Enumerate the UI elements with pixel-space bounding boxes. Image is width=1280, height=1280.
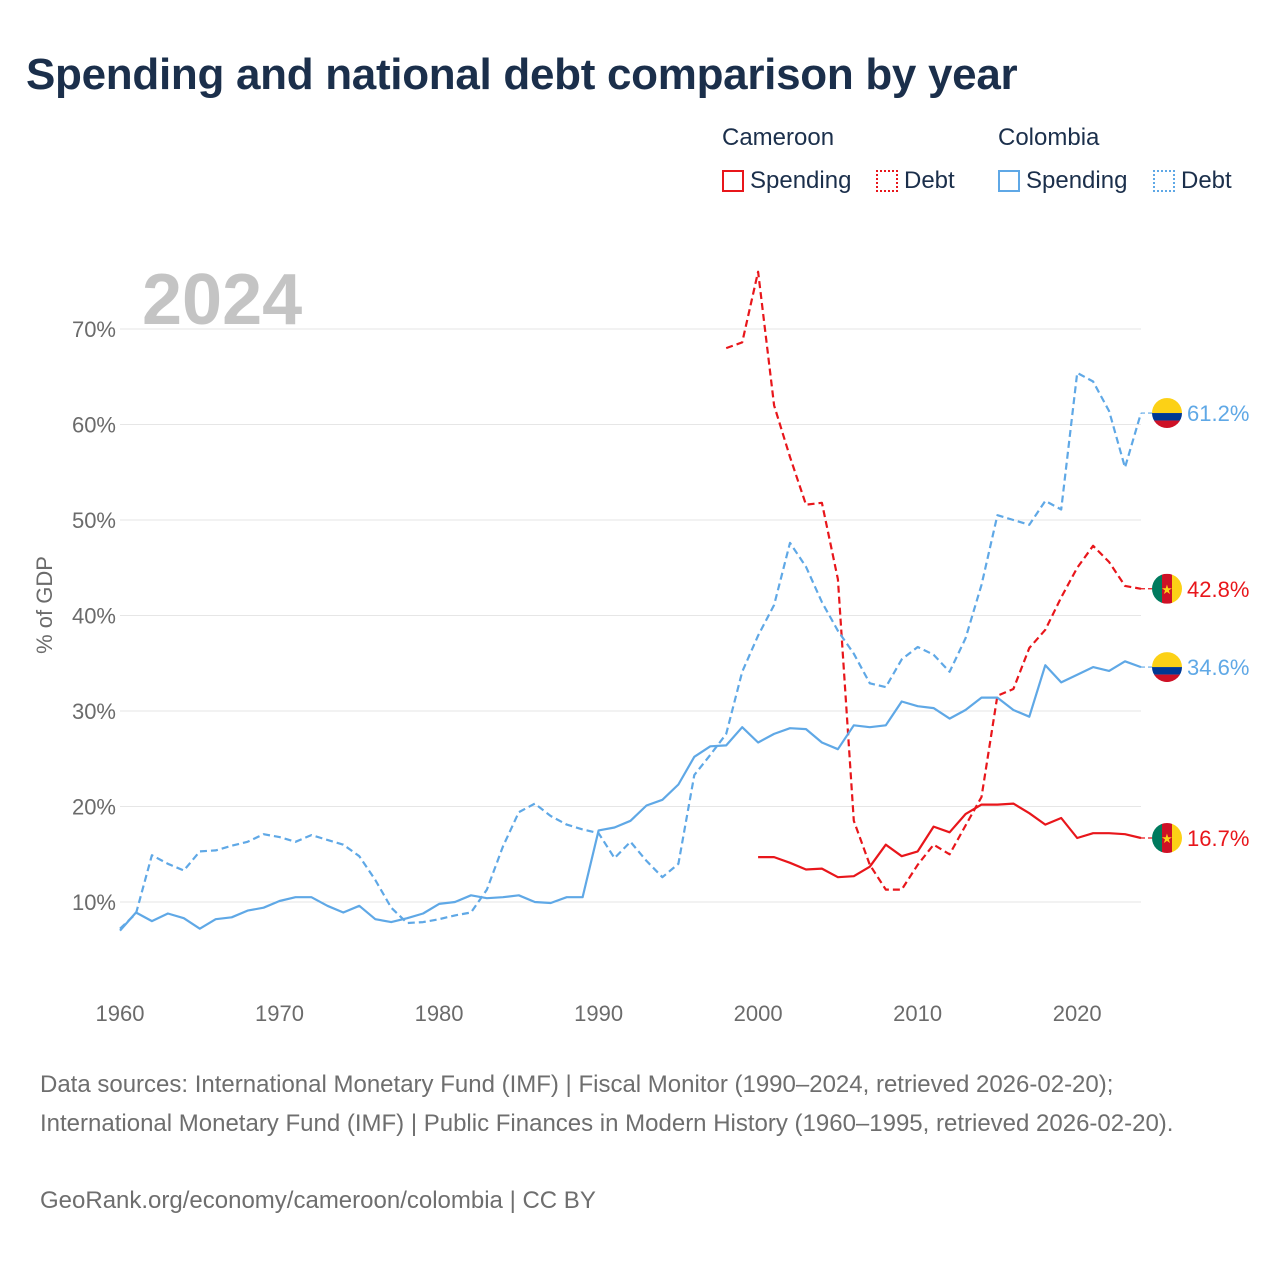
chart-title: Spending and national debt comparison by…: [26, 50, 1018, 99]
svg-text:★: ★: [1161, 582, 1173, 597]
y-tick-label: 40%: [72, 604, 116, 629]
legend-country-cameroon: Cameroon: [722, 124, 835, 151]
x-tick-label: 1980: [415, 1001, 464, 1026]
colombia-flag-icon: [1152, 652, 1182, 683]
end-value-label: 61.2%: [1187, 401, 1249, 426]
x-tick-label: 2000: [734, 1001, 783, 1026]
y-tick-label: 30%: [72, 699, 116, 724]
legend-label: Spending: [750, 167, 852, 194]
y-tick-label: 10%: [72, 890, 116, 915]
legend-swatch-solid-icon: [722, 170, 744, 192]
x-tick-label: 1970: [255, 1001, 304, 1026]
end-value-label: 16.7%: [1187, 826, 1249, 851]
legend-country-colombia: Colombia: [998, 124, 1100, 151]
series-line-cameroon-spending: [758, 802, 1142, 879]
x-tick-label: 1960: [96, 1001, 145, 1026]
legend-item-colombia-debt[interactable]: Debt: [1153, 166, 1232, 196]
legend-label: Debt: [904, 167, 955, 194]
end-value-label: 34.6%: [1187, 655, 1249, 680]
y-axis-label: % of GDP: [32, 556, 57, 654]
y-tick-label: 20%: [72, 795, 116, 820]
cameroon-flag-icon: ★: [1152, 823, 1182, 854]
y-tick-label: 70%: [72, 317, 116, 342]
legend-swatch-dotted-icon: [876, 170, 898, 192]
series-line-cameroon-debt: [725, 270, 1142, 891]
legend-swatch-solid-icon: [998, 170, 1020, 192]
data-sources-note: Data sources: International Monetary Fun…: [40, 1071, 1174, 1137]
legend-label: Spending: [1026, 167, 1128, 194]
credit-link[interactable]: GeoRank.org/economy/cameroon/colombia | …: [40, 1187, 596, 1214]
legend-item-cameroon-debt[interactable]: Debt: [876, 166, 955, 196]
cameroon-flag-icon: ★: [1152, 573, 1182, 604]
svg-text:★: ★: [1161, 831, 1173, 846]
line-chart: 10% 20% 30% 40% 50% 60% 70% 1960 1970 1980 1990 200…: [32, 260, 1249, 1026]
series-line-colombia-debt: [119, 371, 1143, 930]
y-tick-label: 60%: [72, 413, 116, 438]
year-watermark: 2024: [142, 260, 302, 340]
x-tick-label: 2010: [893, 1001, 942, 1026]
legend-item-cameroon-spending[interactable]: Spending: [722, 166, 851, 196]
x-tick-label: 1990: [574, 1001, 623, 1026]
colombia-flag-icon: [1152, 398, 1182, 429]
legend-label: Debt: [1181, 167, 1232, 194]
y-tick-label: 50%: [72, 508, 116, 533]
x-tick-label: 2020: [1053, 1001, 1102, 1026]
legend-swatch-dotted-icon: [1153, 170, 1175, 192]
series-line-colombia-spending: [119, 660, 1142, 932]
end-value-label: 42.8%: [1187, 577, 1249, 602]
legend-item-colombia-spending[interactable]: Spending: [998, 166, 1127, 196]
